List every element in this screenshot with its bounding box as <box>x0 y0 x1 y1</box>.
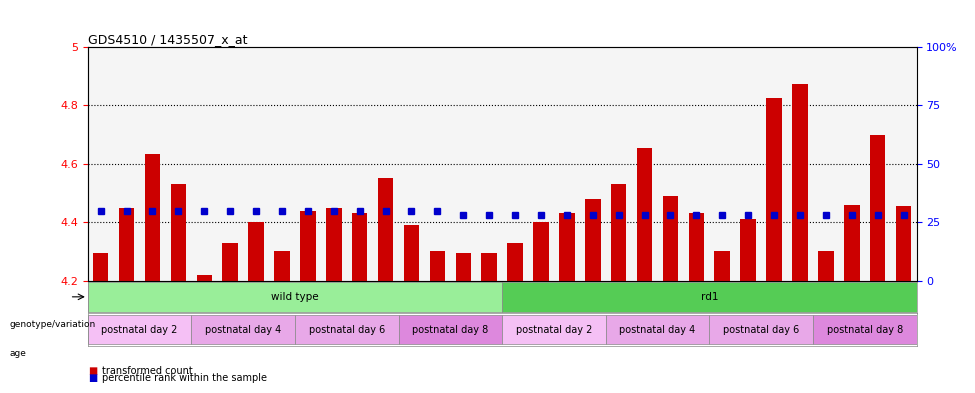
FancyBboxPatch shape <box>88 282 502 312</box>
Bar <box>533 222 549 281</box>
Bar <box>430 252 446 281</box>
FancyBboxPatch shape <box>88 315 191 344</box>
Bar <box>482 253 497 281</box>
FancyBboxPatch shape <box>710 315 813 344</box>
Bar <box>792 84 807 281</box>
Bar <box>378 178 393 281</box>
Text: age: age <box>10 349 26 358</box>
Bar <box>870 135 885 281</box>
Text: genotype/variation: genotype/variation <box>10 320 96 329</box>
Bar <box>611 184 626 281</box>
Bar <box>715 252 730 281</box>
Text: GDS4510 / 1435507_x_at: GDS4510 / 1435507_x_at <box>88 33 248 46</box>
Bar <box>818 252 834 281</box>
FancyBboxPatch shape <box>502 282 916 312</box>
Bar <box>844 205 860 281</box>
Text: postnatal day 6: postnatal day 6 <box>309 325 385 334</box>
Bar <box>171 184 186 281</box>
Bar <box>249 222 264 281</box>
FancyBboxPatch shape <box>813 315 916 344</box>
FancyBboxPatch shape <box>502 315 605 344</box>
Bar <box>222 242 238 281</box>
Text: ■: ■ <box>88 366 97 376</box>
Bar <box>740 219 756 281</box>
FancyBboxPatch shape <box>294 315 399 344</box>
Text: wild type: wild type <box>271 292 319 302</box>
Bar <box>455 253 471 281</box>
Bar <box>274 252 290 281</box>
Bar <box>663 196 679 281</box>
Bar <box>637 148 652 281</box>
Bar <box>688 213 704 281</box>
Bar <box>352 213 368 281</box>
Text: ■: ■ <box>88 373 97 384</box>
Bar <box>766 98 782 281</box>
Bar <box>93 253 108 281</box>
Text: postnatal day 4: postnatal day 4 <box>205 325 281 334</box>
Bar <box>326 208 341 281</box>
Text: transformed count: transformed count <box>102 366 193 376</box>
Bar <box>585 199 601 281</box>
Text: rd1: rd1 <box>701 292 718 302</box>
Text: postnatal day 8: postnatal day 8 <box>827 325 903 334</box>
Text: postnatal day 2: postnatal day 2 <box>516 325 592 334</box>
Bar <box>119 208 135 281</box>
Bar <box>197 275 213 281</box>
Bar <box>300 211 316 281</box>
Bar <box>559 213 574 281</box>
Text: postnatal day 6: postnatal day 6 <box>723 325 800 334</box>
Bar <box>896 206 912 281</box>
Bar <box>404 225 419 281</box>
Text: postnatal day 4: postnatal day 4 <box>619 325 695 334</box>
Bar <box>144 154 160 281</box>
FancyBboxPatch shape <box>191 315 294 344</box>
Text: postnatal day 8: postnatal day 8 <box>412 325 488 334</box>
Text: postnatal day 2: postnatal day 2 <box>101 325 177 334</box>
Text: percentile rank within the sample: percentile rank within the sample <box>102 373 267 384</box>
FancyBboxPatch shape <box>605 315 710 344</box>
Bar <box>507 242 523 281</box>
FancyBboxPatch shape <box>399 315 502 344</box>
